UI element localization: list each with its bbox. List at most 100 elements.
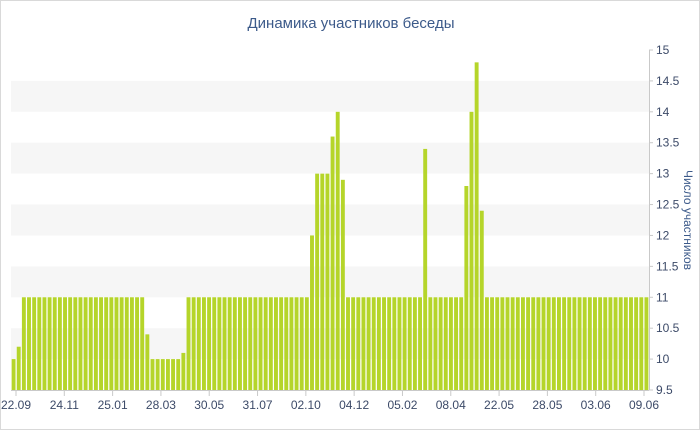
bar [392, 297, 397, 390]
bar [176, 359, 181, 390]
bar [16, 346, 21, 390]
x-tick-label: 09.06 [629, 398, 659, 412]
bar [505, 297, 510, 390]
bar [454, 297, 459, 390]
bar [191, 297, 196, 390]
y-tick-label: 13.5 [656, 136, 680, 150]
bar [52, 297, 57, 390]
bar [212, 297, 217, 390]
x-tick-label: 22.09 [1, 398, 31, 412]
bar [546, 297, 551, 390]
bar [598, 297, 603, 390]
bar [73, 297, 78, 390]
x-tick-label: 22.05 [484, 398, 514, 412]
x-tick-label: 28.05 [532, 398, 562, 412]
bar [227, 297, 232, 390]
grid-band [11, 266, 649, 298]
y-tick-label: 15 [656, 43, 670, 57]
bar [232, 297, 237, 390]
bar [294, 297, 299, 390]
x-tick-label: 28.03 [146, 398, 176, 412]
bar [407, 297, 412, 390]
grid-band [11, 142, 649, 174]
bar [88, 297, 93, 390]
bar [412, 297, 417, 390]
y-tick-label: 11.5 [656, 259, 679, 273]
bar [310, 235, 314, 390]
bar [304, 297, 309, 390]
bar [238, 297, 242, 390]
bar [567, 297, 572, 390]
bar [135, 297, 140, 390]
bar [222, 297, 227, 390]
bar [490, 297, 495, 390]
y-tick-label: 13 [656, 167, 670, 181]
bar [253, 297, 258, 390]
bar [258, 297, 263, 390]
bar [129, 297, 134, 390]
y-tick-label: 10.5 [656, 321, 680, 335]
bar [42, 297, 47, 390]
bar [263, 297, 268, 390]
y-tick-label: 10 [656, 352, 670, 366]
bar [603, 297, 608, 390]
bar [207, 297, 212, 390]
bar [515, 297, 520, 390]
bar [582, 297, 587, 390]
bar [484, 297, 489, 390]
bar [109, 297, 114, 390]
bar [47, 297, 52, 390]
bar [623, 297, 628, 390]
bar [562, 297, 567, 390]
bar [577, 297, 582, 390]
bar [57, 297, 62, 390]
y-tick-label: 14 [656, 105, 670, 119]
grid-band [11, 204, 649, 236]
bar [387, 297, 392, 390]
bar [340, 179, 345, 390]
y-tick-label: 11 [656, 290, 669, 304]
bar [289, 297, 294, 390]
bar [474, 62, 479, 391]
bar [448, 297, 453, 390]
x-tick-label: 08.04 [436, 398, 466, 412]
bar [361, 297, 366, 390]
bar [104, 297, 109, 390]
bar [268, 297, 273, 390]
bar [510, 297, 515, 390]
bar [243, 297, 248, 390]
bar [186, 297, 191, 390]
bar [93, 297, 98, 390]
bar [608, 297, 613, 390]
bar [346, 297, 350, 390]
bar [634, 297, 639, 390]
x-tick-label: 03.06 [581, 398, 611, 412]
bars [11, 62, 649, 391]
bar [181, 352, 186, 390]
bar [160, 359, 165, 390]
bar [536, 297, 541, 390]
grid-band [11, 80, 649, 112]
x-axis: 22.09 24.11 25.01 28.03 30.05 31.07 02.10 04.12… [1, 390, 659, 412]
bar [541, 297, 546, 390]
y-tick-label: 12.5 [656, 198, 680, 212]
bar [459, 297, 464, 390]
bar [479, 210, 484, 390]
bar [618, 297, 623, 390]
bar [124, 297, 129, 390]
bar [629, 297, 633, 390]
x-tick-label: 31.07 [243, 398, 273, 412]
x-tick-label: 25.01 [98, 398, 128, 412]
bar [551, 297, 556, 390]
bar [371, 297, 376, 390]
bar [274, 297, 278, 390]
bar [443, 297, 448, 390]
bar [11, 359, 16, 390]
y-tick-label: 9.5 [656, 383, 673, 397]
bar [284, 297, 289, 390]
bar [351, 297, 356, 390]
bar [99, 297, 103, 390]
y-tick-label: 12 [656, 228, 670, 242]
bar [315, 173, 320, 390]
